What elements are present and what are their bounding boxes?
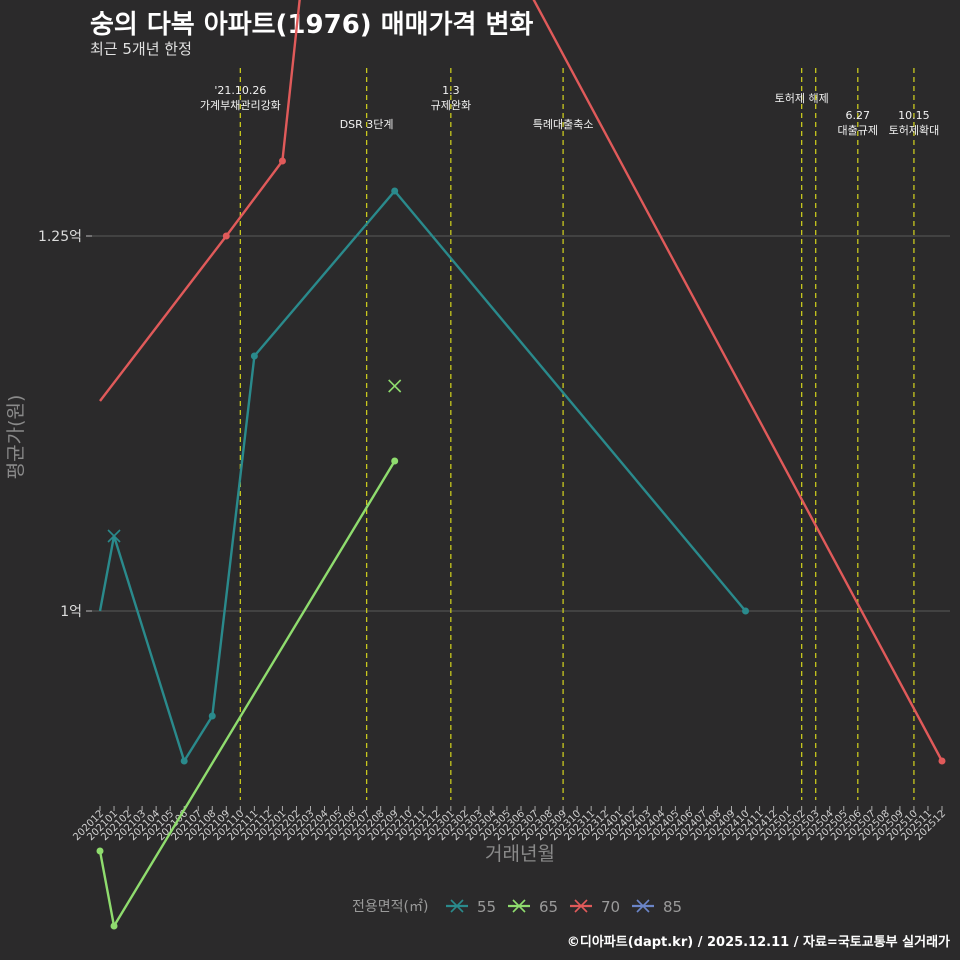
legend-key-cross: [636, 899, 650, 913]
series-65-point: [110, 922, 118, 930]
event-label: DSR 3단계: [340, 118, 394, 131]
legend-label: 55: [477, 898, 496, 916]
series-55-point: [391, 187, 399, 195]
y-axis-title: 평균가(원): [5, 395, 27, 480]
series-70-point: [278, 157, 286, 165]
legend-key-cross: [512, 899, 526, 913]
event-label: 규제완화: [431, 99, 471, 112]
series-65-point: [96, 847, 104, 855]
event-label: 10.15: [898, 109, 930, 122]
event-label: 6.27: [846, 109, 871, 122]
series-65-line: [98, 460, 396, 928]
legend-label: 65: [539, 898, 558, 916]
series-55-point: [250, 352, 258, 360]
event-label: 가계부채관리강화: [200, 99, 281, 112]
x-axis-title: 거래년월: [485, 843, 555, 865]
legend-key-cross: [574, 899, 588, 913]
series-55-point: [180, 757, 188, 765]
legend-key-cross: [450, 899, 464, 913]
source-caption: ©디아파트(dapt.kr) / 2025.12.11 / 자료=국토교통부 실…: [566, 935, 950, 950]
event-label: 특례대출축소: [533, 118, 594, 131]
y-tick-label: 1.25억: [38, 229, 82, 245]
legend-title: 전용면적(㎡): [352, 899, 428, 915]
chart-title: 숭의 다복 아파트(1976) 매매가격 변화: [90, 10, 534, 40]
y-tick-label: 1억: [60, 604, 82, 620]
series-55-point: [742, 607, 750, 615]
series-55-point: [208, 712, 216, 720]
legend-label: 70: [601, 898, 620, 916]
legend-label: 85: [663, 898, 682, 916]
series-55-line: [98, 189, 747, 763]
series-70-point: [938, 757, 946, 765]
series-55-cross-marker: [107, 529, 121, 543]
series-65-point: [391, 457, 399, 465]
event-label: 토허제확대: [889, 124, 940, 137]
event-label: 대출규제: [838, 124, 878, 137]
series-65-cross-marker: [388, 379, 402, 393]
series-70-point: [222, 232, 230, 240]
chart-subtitle: 최근 5개년 한정: [90, 40, 192, 58]
event-label: '21.10.26: [214, 84, 266, 97]
event-label: 토허제 해제: [775, 91, 829, 105]
event-label: 1.3: [442, 84, 460, 97]
